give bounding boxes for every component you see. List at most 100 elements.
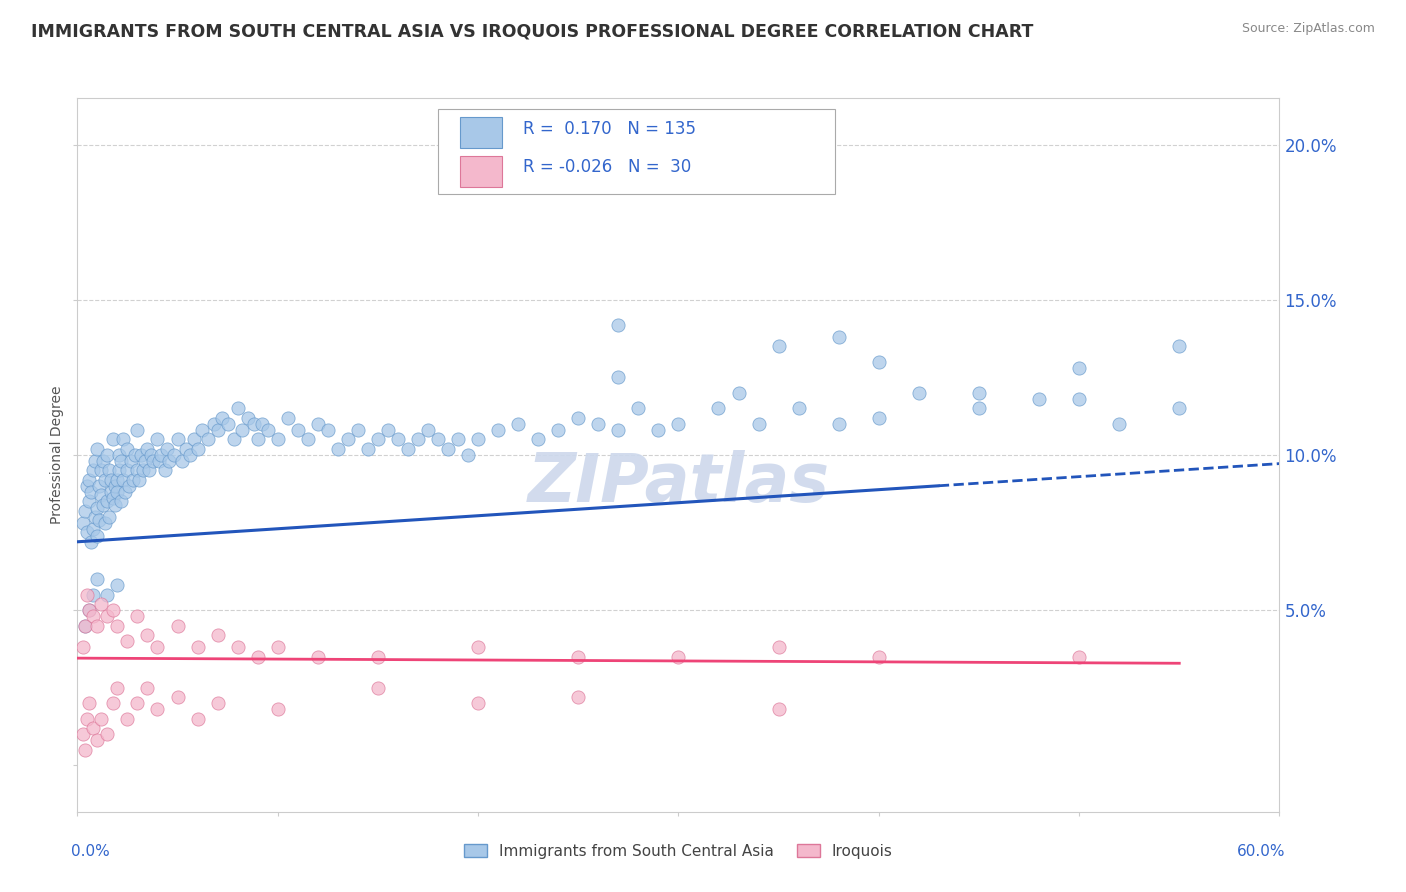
Point [90,488,112,502]
Point [707,401,730,416]
Point [326,442,349,456]
Point [183,433,205,447]
Point [567,649,589,664]
Point [828,330,851,344]
Point [117,463,139,477]
Point [396,442,419,456]
Point [246,433,269,447]
Bar [460,117,502,148]
Point [357,442,380,456]
Point [150,448,173,462]
Text: R =  0.170   N = 135: R = 0.170 N = 135 [523,120,696,137]
Point [79,494,101,508]
Point [231,423,253,437]
Point [107,473,129,487]
Point [256,423,278,437]
Point [226,401,249,416]
Point [187,640,209,655]
Point [316,423,339,437]
Point [96,609,118,624]
Point [447,433,470,447]
Point [748,417,770,431]
Text: R = -0.026   N =  30: R = -0.026 N = 30 [523,159,692,177]
Point [82,522,104,536]
Point [127,696,149,710]
Point [103,696,125,710]
Point [100,485,122,500]
Point [277,410,299,425]
Point [807,175,830,189]
Point [80,534,103,549]
Point [287,423,309,437]
Point [107,681,129,695]
Point [486,423,509,437]
Point [100,473,122,487]
Point [668,417,690,431]
Point [86,500,108,515]
Point [136,628,159,642]
Point [1108,417,1130,431]
Point [148,454,170,468]
Point [98,510,121,524]
Point [159,454,181,468]
Point [250,417,273,431]
Point [93,454,115,468]
Point [103,491,125,506]
Point [136,442,159,456]
Point [166,433,188,447]
Point [82,463,104,477]
Point [567,690,589,704]
Point [75,742,97,756]
Point [128,473,150,487]
Point [86,442,108,456]
Point [627,401,650,416]
Point [103,603,125,617]
Point [768,702,790,716]
Point [131,448,153,462]
Point [110,454,132,468]
Point [367,649,389,664]
Point [1069,361,1091,376]
Point [76,588,98,602]
Point [75,504,97,518]
Point [79,696,101,710]
Point [416,423,439,437]
FancyBboxPatch shape [439,109,835,194]
Text: 60.0%: 60.0% [1237,844,1285,859]
Point [768,339,790,353]
Point [108,463,131,477]
Point [222,433,245,447]
Point [86,733,108,747]
Point [607,423,630,437]
Point [527,433,550,447]
Point [868,355,890,369]
Point [94,516,117,531]
Point [94,473,117,487]
Point [467,696,489,710]
Point [367,681,389,695]
Point [297,433,319,447]
Text: IMMIGRANTS FROM SOUTH CENTRAL ASIA VS IROQUOIS PROFESSIONAL DEGREE CORRELATION C: IMMIGRANTS FROM SOUTH CENTRAL ASIA VS IR… [31,22,1033,40]
Point [207,423,229,437]
Point [1168,339,1191,353]
Point [647,423,669,437]
Text: 0.0%: 0.0% [72,844,110,859]
Point [80,485,103,500]
Point [79,603,101,617]
Point [84,454,107,468]
Legend: Immigrants from South Central Asia, Iroquois: Immigrants from South Central Asia, Iroq… [458,838,898,864]
Point [217,417,239,431]
Point [117,712,139,726]
Point [1168,401,1191,416]
Point [127,609,149,624]
Point [96,588,118,602]
Point [267,640,290,655]
Point [547,423,569,437]
Point [132,463,155,477]
Point [367,433,389,447]
Point [190,423,212,437]
Point [117,634,139,648]
Point [122,473,145,487]
Point [668,649,690,664]
Point [967,401,990,416]
